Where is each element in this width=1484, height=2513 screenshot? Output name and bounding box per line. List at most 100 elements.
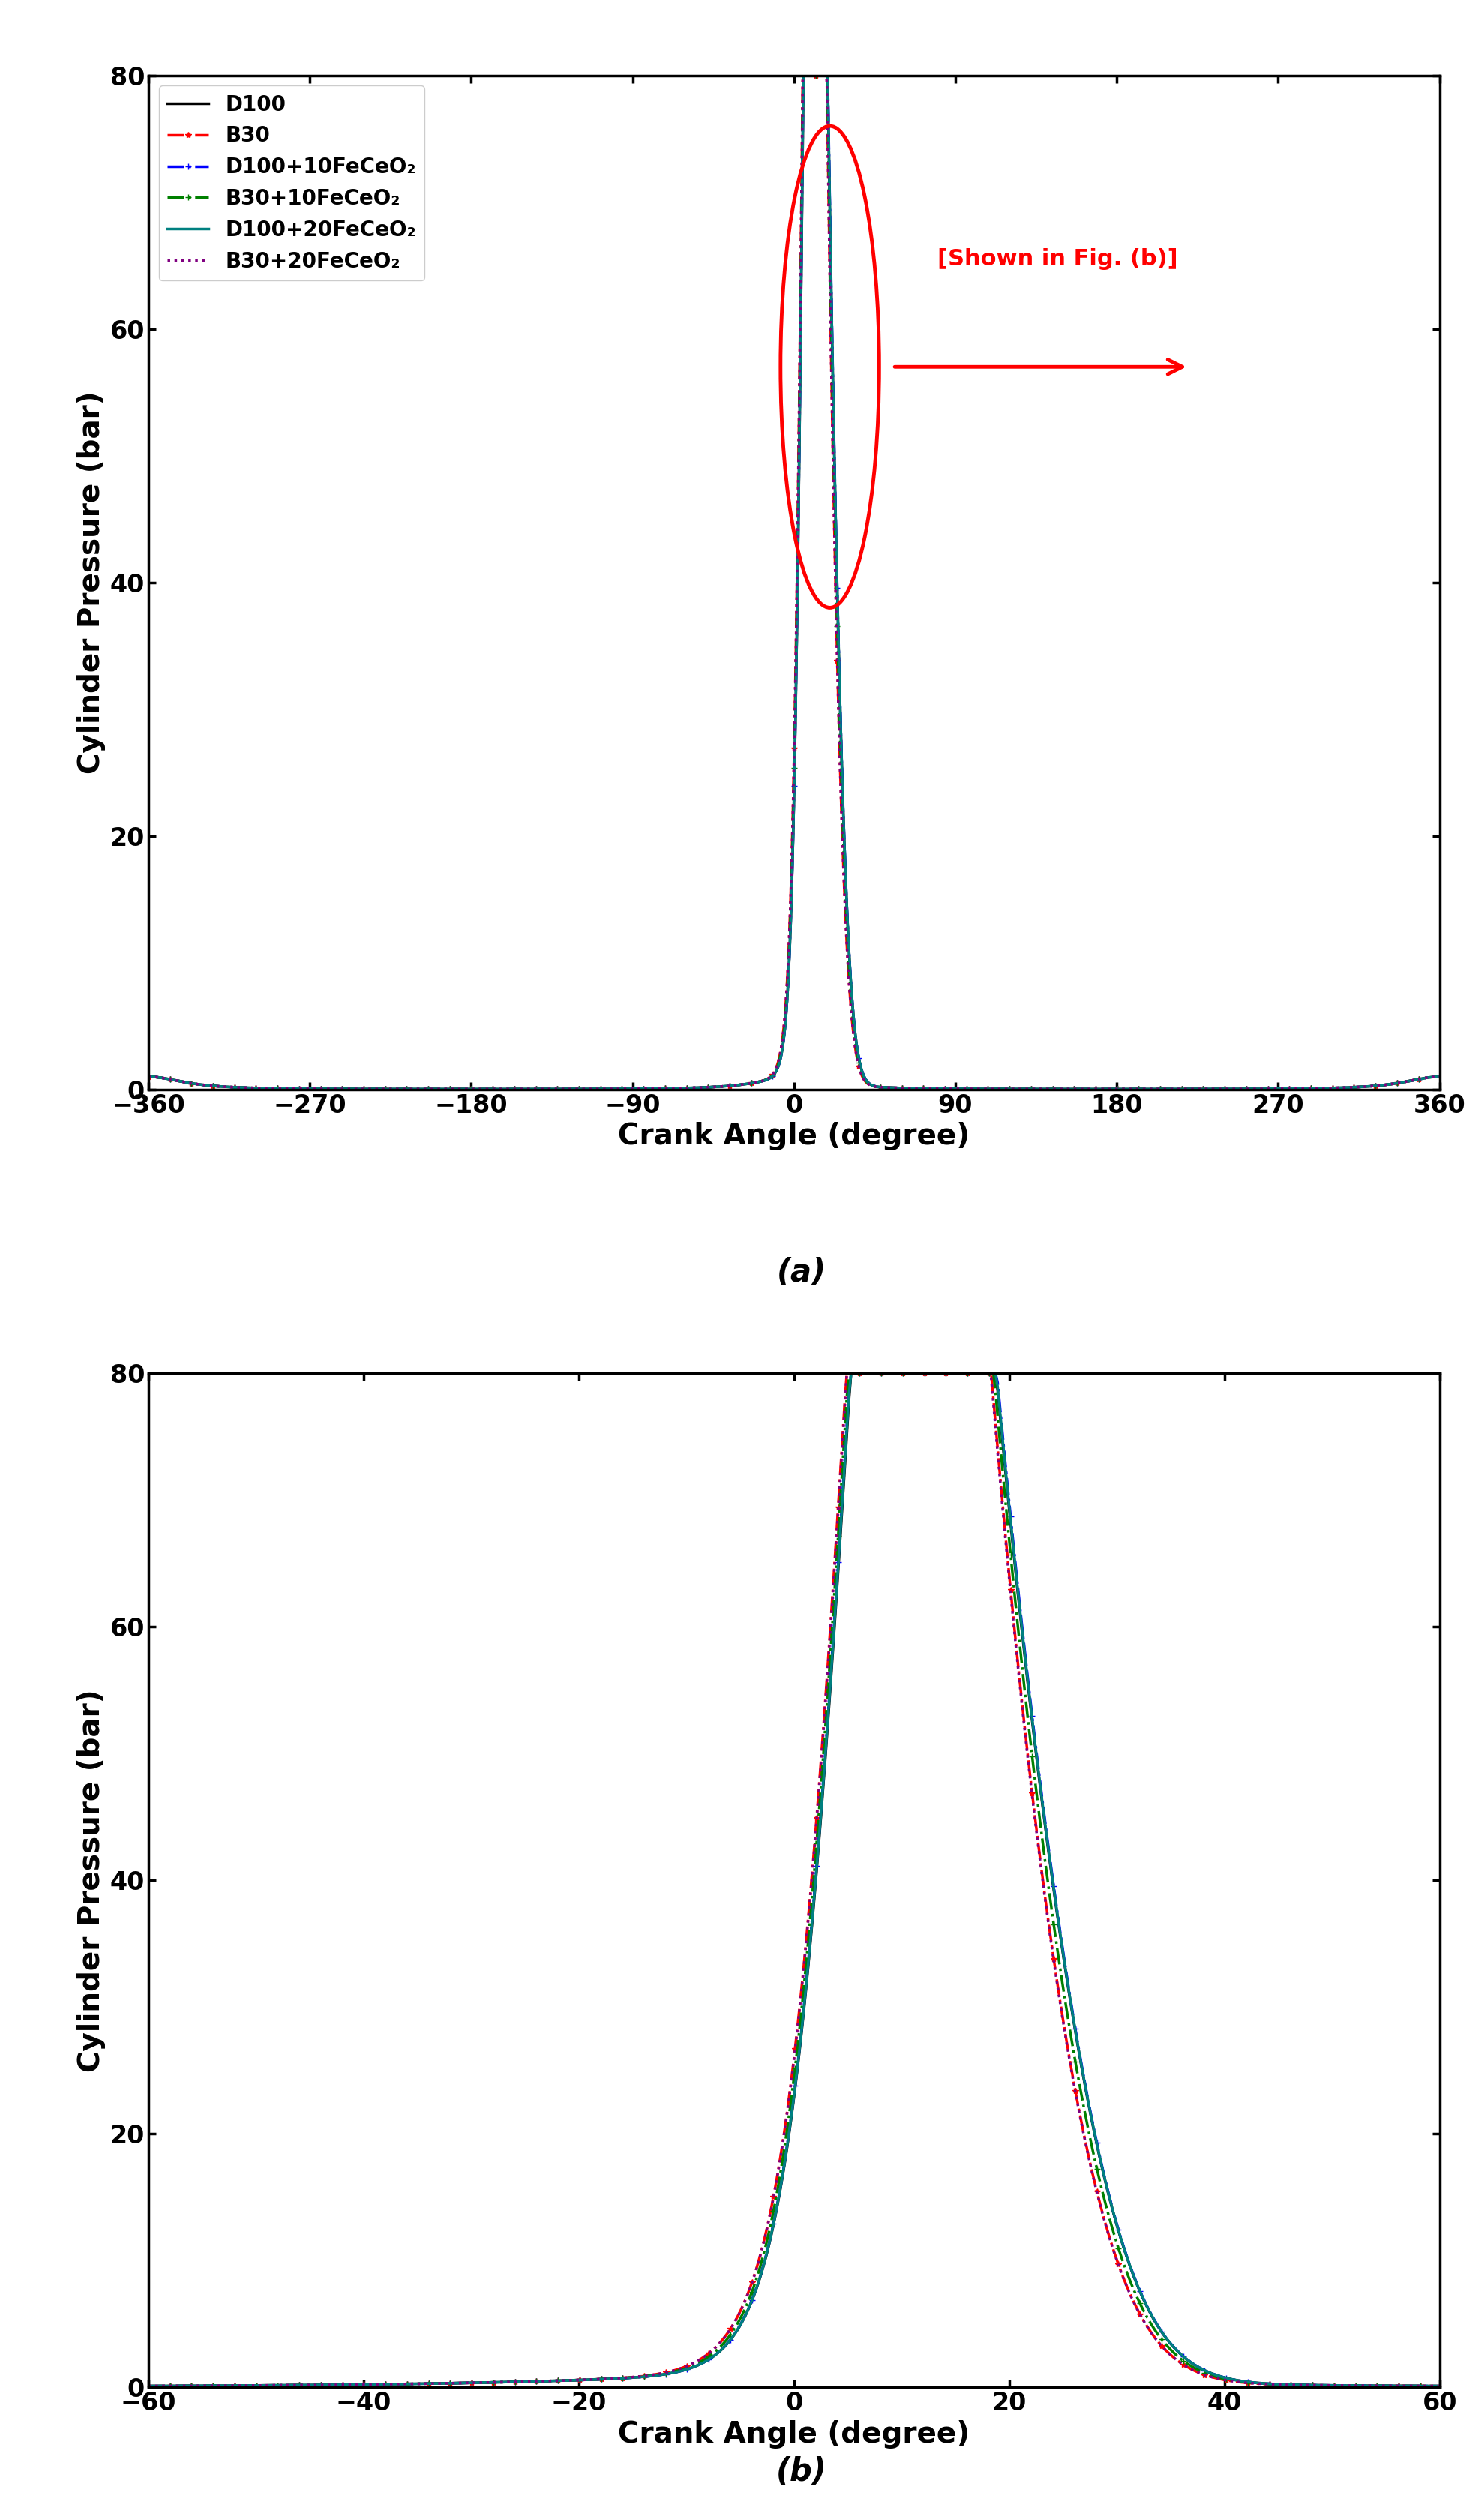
B30 [1431, 2370, 1448, 2400]
D100+10FeCeO₂ [724, 2322, 742, 2352]
B30+20FeCeO₂ [549, 1073, 567, 1103]
Line: D100: D100 [148, 1372, 1439, 2385]
B30+10FeCeO₂ [463, 1073, 481, 1103]
B30+20FeCeO₂ [139, 2370, 157, 2400]
Y-axis label: Cylinder Pressure (bar): Cylinder Pressure (bar) [77, 392, 105, 774]
Line: B30+20FeCeO₂: B30+20FeCeO₂ [148, 1372, 1439, 2385]
B30+10FeCeO₂ [1110, 1073, 1128, 1103]
D100+10FeCeO₂ [463, 1073, 481, 1103]
B30+20FeCeO₂ [1040, 1073, 1058, 1103]
D100 [902, 1357, 920, 1387]
D100+20FeCeO₂ [463, 1073, 481, 1103]
B30+10FeCeO₂ [794, 60, 812, 90]
D100+20FeCeO₂ [139, 1060, 157, 1091]
B30 [724, 2309, 742, 2340]
D100+10FeCeO₂ [902, 1357, 920, 1387]
D100+10FeCeO₂ [549, 1073, 567, 1103]
D100 [1003, 1530, 1021, 1561]
D100+20FeCeO₂ [1431, 2370, 1448, 2400]
B30 [472, 2367, 490, 2397]
B30+10FeCeO₂ [139, 1060, 157, 1091]
B30+20FeCeO₂ [1205, 1073, 1223, 1103]
B30+10FeCeO₂ [724, 2317, 742, 2347]
D100 [841, 1357, 859, 1387]
B30 [549, 1073, 567, 1103]
D100+10FeCeO₂ [1003, 1523, 1021, 1553]
D100 [463, 1073, 481, 1103]
B30+20FeCeO₂ [139, 1060, 157, 1091]
D100+10FeCeO₂ [794, 60, 812, 90]
Line: B30+20FeCeO₂: B30+20FeCeO₂ [148, 75, 1439, 1088]
D100+10FeCeO₂ [1431, 2370, 1448, 2400]
B30 [794, 60, 812, 90]
D100 [139, 2370, 157, 2400]
B30+10FeCeO₂ [902, 1357, 920, 1387]
D100 [1110, 1073, 1128, 1103]
D100+10FeCeO₂ [1113, 2229, 1131, 2259]
X-axis label: Crank Angle (degree): Crank Angle (degree) [617, 2420, 971, 2448]
D100 [1205, 1073, 1223, 1103]
B30+20FeCeO₂ [463, 1073, 481, 1103]
D100+20FeCeO₂ [1040, 1073, 1058, 1103]
B30 [1113, 2262, 1131, 2292]
D100+10FeCeO₂ [841, 1357, 859, 1387]
B30+10FeCeO₂ [840, 1357, 858, 1387]
D100+20FeCeO₂ [902, 1357, 920, 1387]
Line: D100+10FeCeO₂: D100+10FeCeO₂ [145, 73, 1442, 1093]
Text: [Shown in Fig. (b)]: [Shown in Fig. (b)] [938, 249, 1178, 269]
D100+20FeCeO₂ [724, 2322, 742, 2352]
B30+10FeCeO₂ [1431, 1060, 1448, 1091]
B30+20FeCeO₂ [724, 2309, 742, 2340]
B30+20FeCeO₂ [1042, 1073, 1060, 1103]
D100+20FeCeO₂ [1431, 1060, 1448, 1091]
B30 [1042, 1073, 1060, 1103]
D100+10FeCeO₂ [1040, 1073, 1058, 1103]
D100+20FeCeO₂ [841, 1357, 859, 1387]
B30+10FeCeO₂ [1205, 1073, 1223, 1103]
B30+20FeCeO₂ [1003, 1601, 1021, 1631]
B30+20FeCeO₂ [472, 2367, 490, 2397]
D100+20FeCeO₂ [368, 2370, 386, 2400]
D100+20FeCeO₂ [1113, 2229, 1131, 2259]
D100 [472, 2367, 490, 2397]
D100+20FeCeO₂ [1205, 1073, 1223, 1103]
D100 [1113, 2229, 1131, 2259]
Line: D100: D100 [148, 75, 1439, 1088]
Line: B30: B30 [145, 1370, 1442, 2390]
B30+10FeCeO₂ [1003, 1561, 1021, 1591]
D100 [959, 1073, 976, 1103]
D100+20FeCeO₂ [549, 1073, 567, 1103]
D100+20FeCeO₂ [959, 1073, 976, 1103]
D100+10FeCeO₂ [959, 1073, 976, 1103]
B30+20FeCeO₂ [959, 1073, 976, 1103]
D100+10FeCeO₂ [472, 2367, 490, 2397]
Line: B30+10FeCeO₂: B30+10FeCeO₂ [145, 1370, 1442, 2390]
D100+20FeCeO₂ [139, 2370, 157, 2400]
D100+10FeCeO₂ [368, 2370, 386, 2400]
B30 [463, 1073, 481, 1103]
B30+10FeCeO₂ [368, 2370, 386, 2400]
B30 [838, 1357, 856, 1387]
Line: B30+10FeCeO₂: B30+10FeCeO₂ [145, 73, 1442, 1093]
B30 [368, 2370, 386, 2400]
D100 [139, 1060, 157, 1091]
B30+20FeCeO₂ [794, 60, 812, 90]
D100+10FeCeO₂ [1110, 1073, 1128, 1103]
D100+10FeCeO₂ [1042, 1073, 1060, 1103]
D100 [549, 1073, 567, 1103]
B30 [1205, 1073, 1223, 1103]
B30+10FeCeO₂ [1113, 2247, 1131, 2277]
B30+20FeCeO₂ [840, 1357, 858, 1387]
B30+10FeCeO₂ [1040, 1073, 1058, 1103]
B30+10FeCeO₂ [549, 1073, 567, 1103]
D100 [724, 2322, 742, 2352]
D100 [1431, 1060, 1448, 1091]
B30+10FeCeO₂ [1042, 1073, 1060, 1103]
D100+10FeCeO₂ [1205, 1073, 1223, 1103]
B30+10FeCeO₂ [139, 2370, 157, 2400]
D100+10FeCeO₂ [139, 2370, 157, 2400]
D100 [1431, 2370, 1448, 2400]
D100+20FeCeO₂ [1110, 1073, 1128, 1103]
B30+20FeCeO₂ [1113, 2262, 1131, 2292]
Text: (b): (b) [776, 2455, 827, 2488]
